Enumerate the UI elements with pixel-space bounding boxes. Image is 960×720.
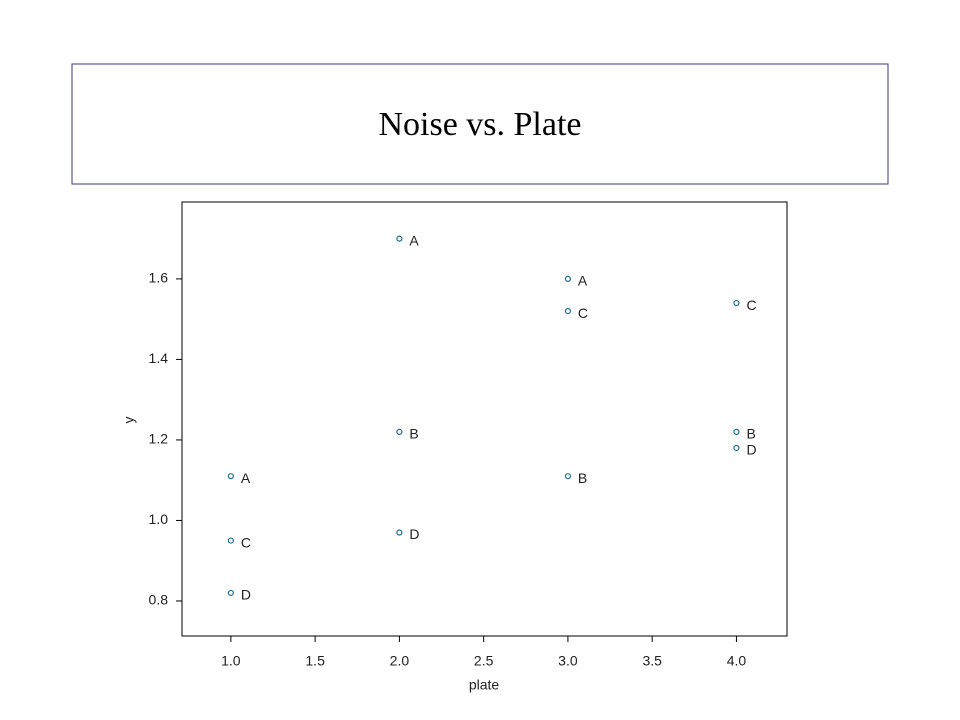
x-tick-label: 1.0 xyxy=(221,653,241,669)
point xyxy=(396,235,403,242)
point xyxy=(227,537,234,544)
point-label: D xyxy=(409,526,419,542)
x-tick-label: 3.5 xyxy=(642,653,662,669)
x-tick-label: 2.5 xyxy=(474,653,494,669)
point xyxy=(564,473,572,480)
point xyxy=(564,275,572,282)
y-tick-label: 1.6 xyxy=(149,270,169,286)
point xyxy=(733,444,740,452)
point-label: C xyxy=(746,297,756,313)
point-label: B xyxy=(409,426,418,442)
y-tick-label: 1.0 xyxy=(149,511,169,527)
point-label: B xyxy=(746,426,755,442)
point xyxy=(227,589,234,597)
point-label: D xyxy=(746,442,756,458)
point-label: A xyxy=(409,232,419,248)
point xyxy=(733,299,740,307)
x-tick-label: 1.5 xyxy=(305,653,325,669)
y-axis-label: y xyxy=(121,417,137,424)
point-label: A xyxy=(241,470,251,486)
point xyxy=(396,428,403,435)
point xyxy=(227,473,234,480)
point xyxy=(733,428,740,435)
x-tick-label: 2.0 xyxy=(390,653,410,669)
point-label: D xyxy=(241,587,251,603)
x-axis-label: plate xyxy=(469,677,500,693)
point xyxy=(396,529,403,536)
y-tick-label: 1.4 xyxy=(149,350,169,366)
chart-title: Noise vs. Plate xyxy=(378,106,581,143)
x-tick-label: 4.0 xyxy=(727,653,747,669)
plot-frame xyxy=(181,201,788,637)
x-tick-label: 3.0 xyxy=(558,653,578,669)
title-box xyxy=(71,63,889,185)
y-tick-label: 1.2 xyxy=(149,431,169,447)
point-label: C xyxy=(578,305,588,321)
point-label: C xyxy=(241,534,251,550)
point xyxy=(564,308,572,315)
point-label: A xyxy=(578,273,588,289)
y-tick-label: 0.8 xyxy=(149,592,169,608)
point-label: B xyxy=(578,470,587,486)
